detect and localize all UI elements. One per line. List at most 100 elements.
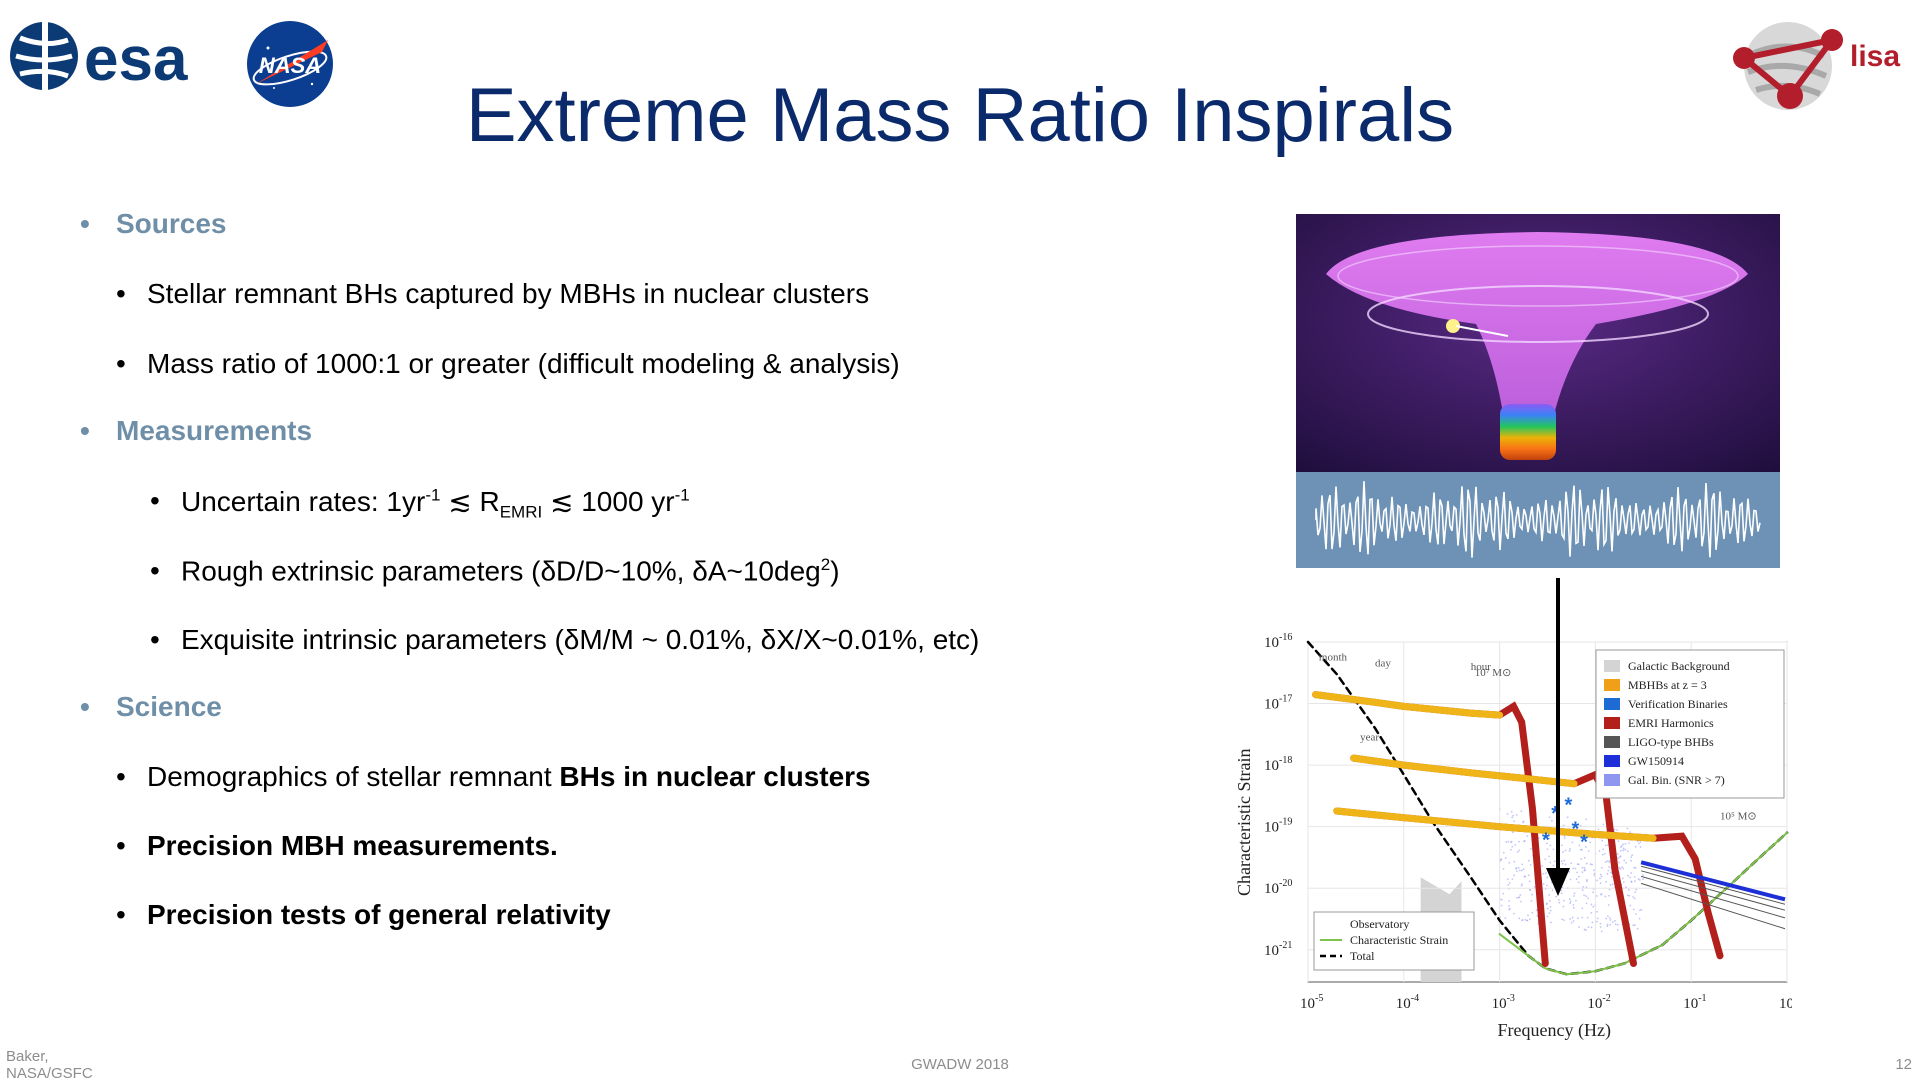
lisa-wordmark: lisa (1850, 40, 1900, 73)
gal-bin-point (1573, 920, 1575, 922)
gal-bin-point (1585, 818, 1587, 820)
gal-bin-point (1632, 924, 1634, 926)
plot-annotation: 10⁷ M⊙ (1475, 667, 1512, 679)
x-tick-label: 10-5 (1300, 993, 1323, 1012)
gal-bin-point (1572, 917, 1574, 919)
gal-bin-point (1531, 900, 1533, 902)
bullet-dot-icon: • (116, 761, 126, 793)
nasa-wordmark: NASA (259, 53, 321, 78)
gal-bin-point (1634, 876, 1636, 878)
gal-bin-point (1519, 894, 1521, 896)
gal-bin-point (1617, 857, 1619, 859)
legend-swatch (1604, 755, 1620, 767)
gal-bin-point (1586, 863, 1588, 865)
gal-bin-point (1629, 877, 1631, 879)
gal-bin-point (1521, 883, 1523, 885)
gal-bin-point (1547, 908, 1549, 910)
gal-bin-point (1599, 878, 1601, 880)
gal-bin-point (1601, 930, 1603, 932)
gal-bin-point (1523, 841, 1525, 843)
gal-bin-point (1621, 866, 1623, 868)
gal-bin-point (1518, 841, 1520, 843)
gal-bin-point (1526, 835, 1528, 837)
gal-bin-point (1577, 917, 1579, 919)
gal-bin-point (1617, 924, 1619, 926)
bullet-dot-icon: • (116, 278, 126, 310)
gal-bin-point (1518, 897, 1520, 899)
gal-bin-point (1622, 868, 1624, 870)
gal-bin-point (1627, 828, 1629, 830)
x-tick-label: 10-4 (1396, 993, 1419, 1012)
gal-bin-point (1582, 871, 1584, 873)
bullet-dot-icon: • (150, 624, 160, 656)
gal-bin-point (1513, 875, 1515, 877)
gal-bin-point (1639, 841, 1641, 843)
legend-swatch (1604, 774, 1620, 786)
gal-bin-point (1614, 920, 1616, 922)
gal-bin-point (1518, 867, 1520, 869)
gal-bin-point (1523, 868, 1525, 870)
gal-bin-point (1591, 927, 1593, 929)
gal-bin-point (1583, 894, 1585, 896)
gal-bin-point (1619, 867, 1621, 869)
gal-bin-point (1608, 866, 1610, 868)
gal-bin-point (1624, 849, 1626, 851)
gal-bin-point (1511, 811, 1513, 813)
bullet-dot-icon: • (116, 899, 126, 931)
page-number: 12 (1895, 1056, 1912, 1073)
gal-bin-point (1605, 881, 1607, 883)
gal-bin-point (1604, 896, 1606, 898)
gal-bin-point (1508, 862, 1510, 864)
gal-bin-point (1514, 844, 1516, 846)
legend-swatch (1604, 679, 1620, 691)
gal-bin-point (1615, 923, 1617, 925)
legend-swatch (1604, 698, 1620, 710)
gal-bin-point (1605, 918, 1607, 920)
gal-bin-point (1561, 918, 1563, 920)
gal-bin-point (1638, 878, 1640, 880)
gal-bin-point (1612, 921, 1614, 923)
gal-bin-point (1609, 917, 1611, 919)
legend-entry: LIGO-type BHBs (1628, 735, 1714, 749)
gal-bin-point (1563, 919, 1565, 921)
page-title: Extreme Mass Ratio Inspirals (0, 78, 1920, 154)
gal-bin-point (1520, 810, 1522, 812)
gal-bin-point (1571, 922, 1573, 924)
gal-bin-point (1601, 876, 1603, 878)
gal-bin-point (1531, 894, 1533, 896)
pointer-arrow (1540, 578, 1576, 908)
gal-bin-point (1635, 913, 1637, 915)
y-tick-label: 10-16 (1264, 632, 1292, 651)
legend-entry: Observatory (1350, 917, 1409, 931)
y-tick-label: 10-17 (1264, 694, 1292, 713)
gal-bin-point (1530, 848, 1532, 850)
bullet-dot-icon: • (150, 485, 160, 517)
gal-bin-point (1600, 874, 1602, 876)
gal-bin-point (1507, 813, 1509, 815)
gal-bin-point (1529, 881, 1531, 883)
gal-bin-point (1623, 881, 1625, 883)
gal-bin-point (1596, 879, 1598, 881)
gal-bin-point (1635, 889, 1637, 891)
y-tick-label: 10-21 (1264, 940, 1292, 959)
gal-bin-point (1550, 922, 1552, 924)
gal-bin-point (1600, 926, 1602, 928)
gal-bin-point (1546, 916, 1548, 918)
gal-bin-point (1612, 883, 1614, 885)
gal-bin-point (1608, 904, 1610, 906)
gal-bin-point (1628, 842, 1630, 844)
gal-bin-point (1616, 829, 1618, 831)
gal-bin-point (1633, 909, 1635, 911)
gal-bin-point (1519, 870, 1521, 872)
gal-bin-point (1596, 911, 1598, 913)
gal-bin-point (1631, 854, 1633, 856)
gal-bin-point (1511, 817, 1513, 819)
x-tick-label: 10-2 (1587, 993, 1610, 1012)
gal-bin-point (1511, 846, 1513, 848)
gal-bin-point (1509, 882, 1511, 884)
gal-bin-point (1634, 891, 1636, 893)
gal-bin-point (1587, 917, 1589, 919)
gal-bin-point (1601, 840, 1603, 842)
gal-bin-point (1596, 895, 1598, 897)
emri-artwork (1296, 214, 1780, 568)
